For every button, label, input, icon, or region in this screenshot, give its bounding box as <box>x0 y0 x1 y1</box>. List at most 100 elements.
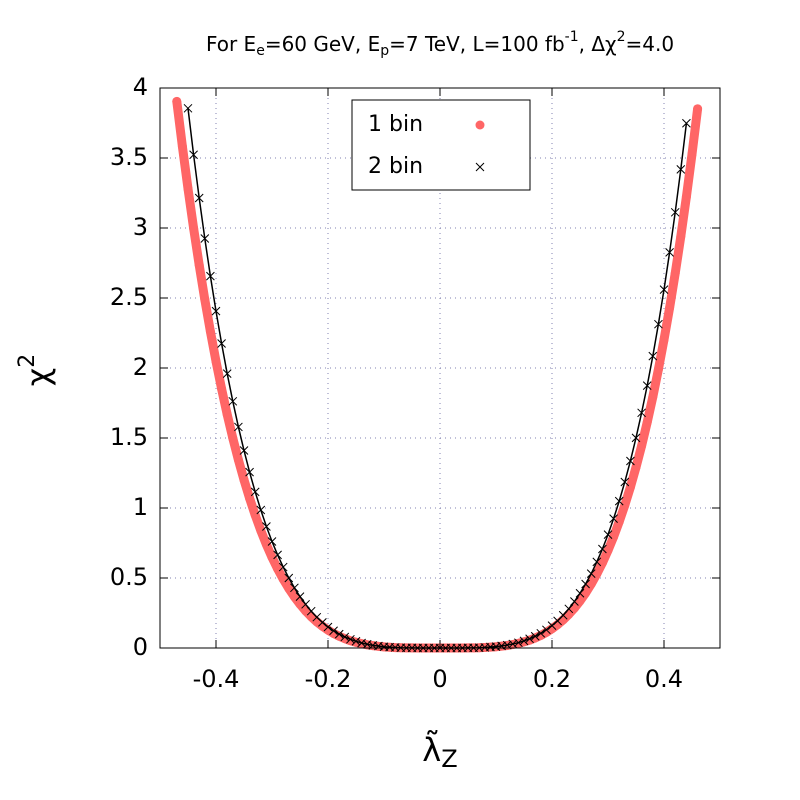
title-part: =7 TeV, L=100 fb <box>389 32 565 56</box>
point <box>592 557 602 567</box>
point <box>670 207 680 217</box>
point <box>194 260 204 270</box>
point <box>200 234 210 243</box>
x-tick-label: -0.2 <box>305 665 352 693</box>
point <box>525 634 534 644</box>
point <box>653 364 663 374</box>
point <box>295 599 305 609</box>
point <box>284 573 294 583</box>
point <box>245 467 254 477</box>
point <box>334 629 344 639</box>
point <box>239 475 249 485</box>
point <box>620 477 630 487</box>
point <box>564 604 574 614</box>
y-tick-label: 2 <box>133 353 148 381</box>
point <box>681 192 691 202</box>
y-tick-label: 1.5 <box>110 423 148 451</box>
point <box>642 417 652 427</box>
point <box>211 306 221 316</box>
point <box>659 285 669 294</box>
point <box>273 550 282 560</box>
point <box>586 569 596 579</box>
point <box>592 569 602 579</box>
point <box>228 396 238 406</box>
point <box>631 433 641 443</box>
chart-title: For Ee=60 GeV, Ep=7 TeV, L=100 fb-1, Δχ2… <box>206 29 674 59</box>
point <box>211 356 221 366</box>
x-tick-label: 0.4 <box>645 665 683 693</box>
point <box>659 335 669 345</box>
y-label-part: χ <box>19 368 57 386</box>
point <box>609 514 618 523</box>
y-tick-label: 0.5 <box>110 563 148 591</box>
point <box>289 592 299 602</box>
point <box>570 597 579 606</box>
x-tick-label: -0.4 <box>193 665 240 693</box>
point <box>256 526 266 536</box>
point <box>676 164 686 174</box>
x-tick-label: 0 <box>432 665 447 693</box>
point <box>205 326 215 336</box>
y-tick-label: 1 <box>133 493 148 521</box>
point <box>183 103 193 113</box>
point <box>581 588 591 598</box>
point <box>245 493 255 503</box>
point <box>340 632 350 642</box>
point <box>329 626 338 636</box>
legend-label: 1 bin <box>368 112 423 137</box>
point <box>530 631 540 641</box>
point <box>508 639 518 649</box>
title-part: For E <box>206 32 256 56</box>
y-tick-label: 2.5 <box>110 283 148 311</box>
point <box>273 564 283 574</box>
point <box>687 149 697 159</box>
point <box>542 625 551 635</box>
point <box>189 150 198 160</box>
legend-marker <box>475 162 485 172</box>
title-part: =60 GeV, E <box>265 32 380 56</box>
point <box>665 303 675 313</box>
point <box>189 223 199 233</box>
legend-box <box>351 99 531 191</box>
y-tick-label: 3.5 <box>110 143 148 171</box>
point <box>222 369 232 378</box>
title-part: e <box>256 43 265 59</box>
point <box>183 184 193 194</box>
point <box>682 118 691 128</box>
y-tick-label: 3 <box>133 213 148 241</box>
point <box>620 500 630 510</box>
point <box>278 562 288 572</box>
point <box>177 142 187 152</box>
point <box>665 248 674 257</box>
point <box>648 392 658 402</box>
point <box>262 522 271 531</box>
point <box>267 537 277 546</box>
point <box>206 271 215 281</box>
point <box>261 540 271 550</box>
title-part: -1 <box>565 29 579 45</box>
point <box>217 384 227 394</box>
point <box>609 532 619 542</box>
point <box>547 621 557 630</box>
point <box>514 638 523 648</box>
point <box>637 408 646 418</box>
x-label-part: Z <box>441 745 457 773</box>
point <box>626 456 635 466</box>
point <box>637 441 647 451</box>
point <box>586 579 596 589</box>
point <box>323 622 333 632</box>
point <box>575 588 585 598</box>
point <box>228 433 238 443</box>
x-tick-label: 0.2 <box>533 665 571 693</box>
point <box>318 618 327 627</box>
point <box>642 381 652 390</box>
x-axis-label: λ̃Z <box>422 730 457 773</box>
x-label-part: λ̃ <box>422 730 441 769</box>
title-part: 2 <box>617 29 626 45</box>
point <box>172 96 182 106</box>
point <box>267 552 277 562</box>
y-label-part: 2 <box>15 354 40 368</box>
point <box>670 268 680 278</box>
point <box>614 517 624 527</box>
